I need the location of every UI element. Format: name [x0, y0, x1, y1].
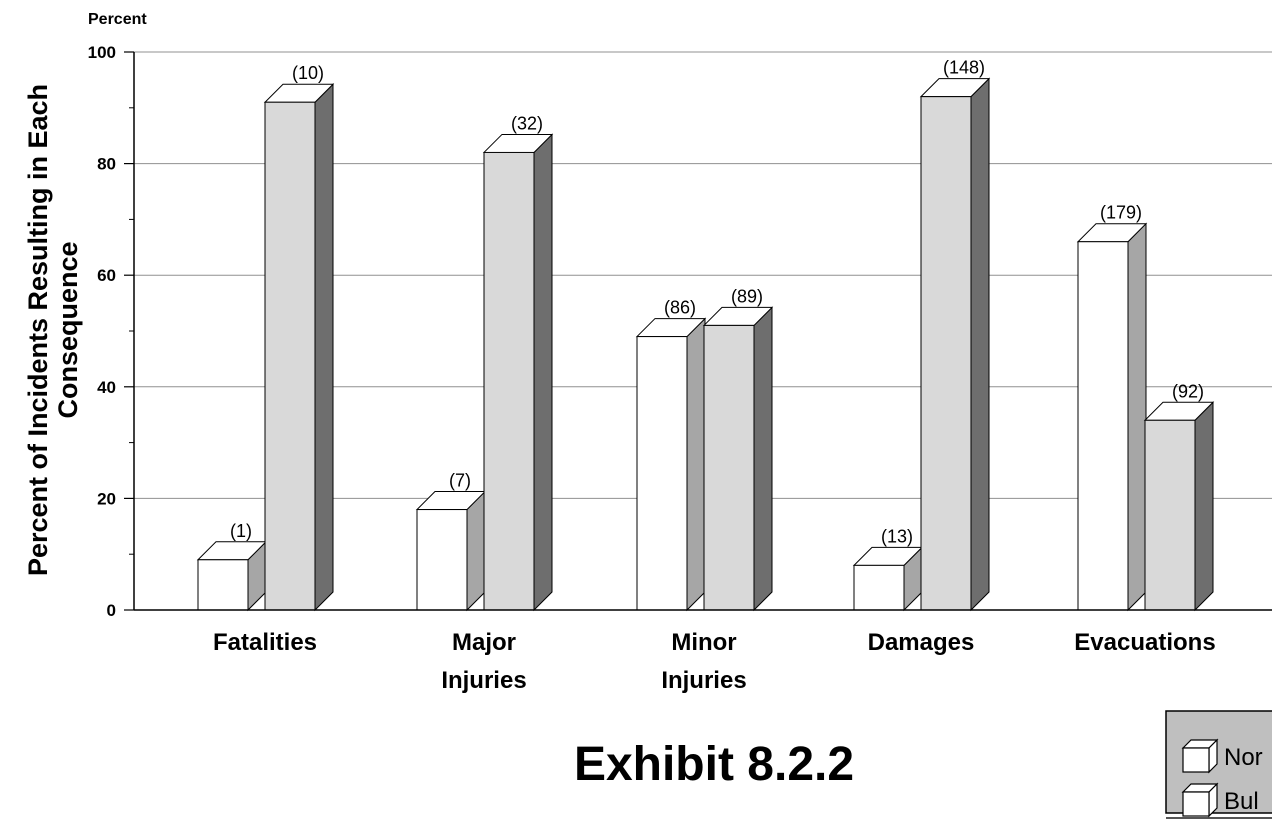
- x-category-label-line: Major: [452, 629, 516, 656]
- y-tick-label: 100: [88, 43, 116, 62]
- bar-data-label: (1): [230, 521, 252, 541]
- x-category-label: Minor Injuries: [661, 629, 746, 694]
- labels: 0 20 40 60 80 100 (1) (7) (86) (13) (179) (10) (32) (…: [88, 43, 1216, 694]
- legend-label-bul: Bul: [1224, 788, 1259, 815]
- bar-data-label: (86): [664, 298, 696, 318]
- bar-data-label: (89): [731, 286, 763, 306]
- x-category-label-line: Injuries: [441, 667, 526, 694]
- bar-side: [686, 317, 706, 612]
- y-tick-label: 80: [97, 155, 116, 174]
- bar-front: [1144, 419, 1196, 611]
- bar-front: [264, 101, 316, 611]
- bar-side: [753, 306, 773, 612]
- x-category-label-line: Minor: [671, 629, 736, 656]
- bar-nor-4: [1076, 222, 1148, 612]
- bar-data-label: (148): [943, 58, 985, 78]
- x-category-label-line: Injuries: [661, 667, 746, 694]
- bar-front: [416, 509, 468, 611]
- y-axis-title-line-2: Consequence: [53, 241, 83, 418]
- bars: [196, 77, 1215, 612]
- x-category-label: Damages: [868, 629, 975, 656]
- bar-side: [314, 83, 334, 612]
- bar-bul-1: [482, 133, 554, 612]
- bar-data-label: (13): [881, 526, 913, 546]
- y-tick-label: 60: [97, 266, 116, 285]
- bar-front: [197, 559, 249, 611]
- bar-nor-0: [196, 540, 268, 612]
- bar-front: [1077, 241, 1129, 611]
- bar-data-label: (92): [1172, 381, 1204, 401]
- x-category-label-line: Fatalities: [213, 629, 317, 656]
- axes: [124, 51, 1272, 611]
- x-category-label-line: Damages: [868, 629, 975, 656]
- bar-bul-3: [919, 77, 991, 612]
- bar-front: [703, 324, 755, 611]
- bar-bul-4: [1143, 401, 1215, 612]
- x-category-label: Fatalities: [213, 629, 317, 656]
- bar-front: [853, 564, 905, 611]
- x-category-label: Major Injuries: [441, 629, 526, 694]
- bar-side: [970, 77, 990, 612]
- legend-label-nor: Nor: [1224, 744, 1263, 771]
- legend-swatch-bul-icon: [1181, 782, 1219, 818]
- y-axis-title: Percent of Incidents Resulting in Each C…: [23, 84, 83, 576]
- legend-swatch-nor-icon: [1181, 738, 1219, 774]
- y-tick-label: 20: [97, 489, 116, 508]
- bar-front: [483, 151, 535, 611]
- bar-front: [636, 336, 688, 611]
- bar-bul-0: [263, 83, 335, 612]
- bar-side: [1127, 222, 1147, 612]
- y-tick-label: 0: [107, 601, 116, 620]
- x-category-label: Evacuations: [1074, 629, 1215, 656]
- bar-front: [920, 96, 972, 611]
- legend: Nor Bul: [1165, 710, 1272, 819]
- bar-nor-3: [852, 546, 924, 612]
- bar-data-label: (10): [292, 63, 324, 83]
- y-tick-label: 40: [97, 378, 116, 397]
- exhibit-caption: Exhibit 8.2.2: [574, 738, 854, 791]
- bar-side: [1194, 401, 1214, 612]
- bar-side: [466, 490, 486, 612]
- bar-side: [533, 133, 553, 612]
- bar-data-label: (179): [1100, 203, 1142, 223]
- bar-bul-2: [702, 306, 774, 612]
- bar-nor-2: [635, 317, 707, 612]
- y-axis-title-line-1: Percent of Incidents Resulting in Each: [23, 84, 53, 576]
- bar-nor-1: [415, 490, 487, 612]
- x-category-label-line: Evacuations: [1074, 629, 1215, 656]
- bar-data-label: (7): [449, 471, 471, 491]
- bar-data-label: (32): [511, 113, 543, 133]
- y-unit-label: Percent: [88, 11, 147, 28]
